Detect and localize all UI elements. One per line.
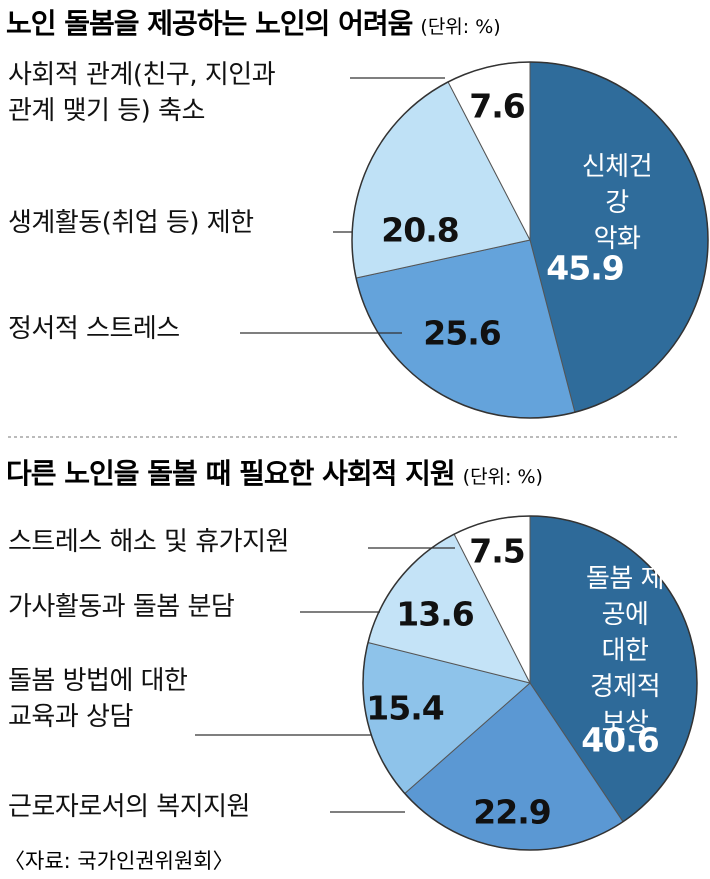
category-label: 돌봄 제공에 대한 경제적 보상 <box>585 564 665 738</box>
chart-header: 다른 노인을 돌볼 때 필요한 사회적 지원 (단위: %) <box>6 452 543 492</box>
chart-title: 노인 돌봄을 제공하는 노인의 어려움 <box>6 7 413 40</box>
category-label: 신체건강 악화 <box>581 152 653 254</box>
value-label: 45.9 <box>546 248 624 288</box>
unit-label: (단위: %) <box>462 466 543 488</box>
chart-header: 노인 돌봄을 제공하는 노인의 어려움 (단위: %) <box>6 2 501 42</box>
category-label: 정서적 스트레스 <box>8 314 180 344</box>
source: 〈자료: 국가인권위원회〉 <box>4 849 234 873</box>
value-label: 20.8 <box>381 210 459 250</box>
category-label: 돌봄 방법에 대한 교육과 상담 <box>8 666 188 732</box>
value-label: 7.6 <box>469 86 525 126</box>
value-label: 7.5 <box>469 531 525 571</box>
value-label: 25.6 <box>423 313 501 353</box>
pie-outline <box>351 61 709 419</box>
chart-title: 다른 노인을 돌볼 때 필요한 사회적 지원 <box>6 457 456 490</box>
pie-outline <box>362 515 698 851</box>
category-label: 근로자로서의 복지지원 <box>8 792 250 822</box>
category-label: 사회적 관계(친구, 지인과 관계 맺기 등) 축소 <box>8 60 276 126</box>
value-label: 40.6 <box>581 720 659 760</box>
category-label: 생계활동(취업 등) 제한 <box>8 208 254 238</box>
value-label: 15.4 <box>366 688 444 728</box>
unit-label: (단위: %) <box>420 16 501 38</box>
category-label: 가사활동과 돌봄 분담 <box>8 592 235 622</box>
category-label: 스트레스 해소 및 휴가지원 <box>8 527 289 557</box>
value-label: 22.9 <box>473 792 551 832</box>
value-label: 13.6 <box>396 594 474 634</box>
